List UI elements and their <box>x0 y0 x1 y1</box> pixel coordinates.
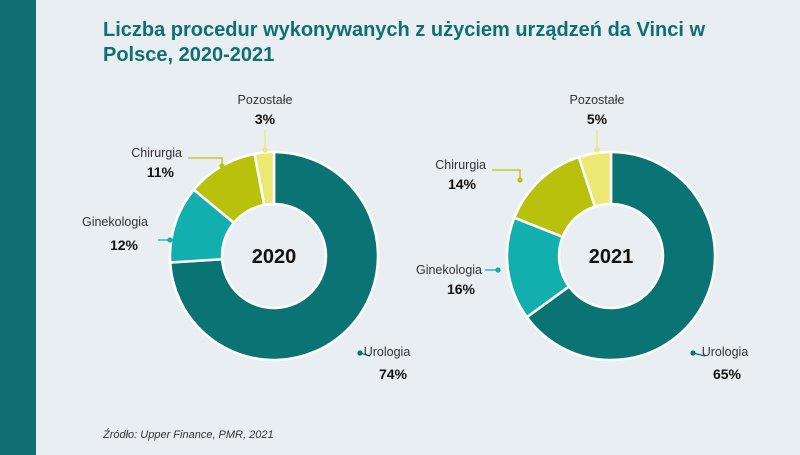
category-label-chirurgia: Chirurgia <box>131 146 182 160</box>
sidebar-accent <box>0 0 36 455</box>
category-label-ginekologia: Ginekologia <box>416 263 482 277</box>
leader-dot-chirurgia <box>517 177 523 183</box>
value-label-ginekologia: 12% <box>110 237 139 253</box>
category-label-pozostale: Pozostałe <box>238 93 293 107</box>
slice-urologia-2020 <box>168 150 380 362</box>
donut-chart-2021: Urologia 65% Ginekologia 16% Chirurgia 14% Poz… <box>416 93 748 382</box>
value-label-urologia: 65% <box>713 366 742 382</box>
value-label-chirurgia: 14% <box>448 176 477 192</box>
center-year-label: 2021 <box>589 246 634 268</box>
leader-dot-pozostale <box>262 147 268 153</box>
value-label-pozostale: 3% <box>255 111 276 127</box>
leader-dot-pozostale <box>594 147 600 153</box>
value-label-pozostale: 5% <box>587 111 608 127</box>
category-label-ginekologia: Ginekologia <box>82 215 148 229</box>
slice-pozostale-2021 <box>577 150 613 209</box>
leader-dot-ginekologia <box>167 237 173 243</box>
source-note: Źródło: Upper Finance, PMR, 2021 <box>103 429 274 441</box>
leader-dot-urologia <box>690 350 696 356</box>
chart-title: Liczba procedur wykonywanych z użyciem u… <box>103 19 706 66</box>
leader-dot-ginekologia <box>495 267 501 273</box>
value-label-urologia: 74% <box>379 366 408 382</box>
category-label-chirurgia: Chirurgia <box>435 158 486 172</box>
value-label-chirurgia: 11% <box>147 164 175 180</box>
donut-chart-2020: Urologia 74% Ginekologia 12% Chirurgia 11% Poz… <box>82 93 410 382</box>
leader-dot-chirurgia <box>219 163 225 169</box>
leader-line-chirurgia <box>188 157 223 166</box>
value-label-ginekologia: 16% <box>447 281 476 297</box>
leader-dot-urologia <box>357 350 363 356</box>
category-label-pozostale: Pozostałe <box>570 93 625 107</box>
center-year-label: 2020 <box>252 246 297 268</box>
category-label-urologia: Urologia <box>702 345 749 359</box>
leader-line-chirurgia <box>492 169 521 180</box>
slice-urologia-2021 <box>525 150 717 362</box>
category-label-urologia: Urologia <box>364 345 411 359</box>
slice-pozostale-2020 <box>253 150 276 207</box>
